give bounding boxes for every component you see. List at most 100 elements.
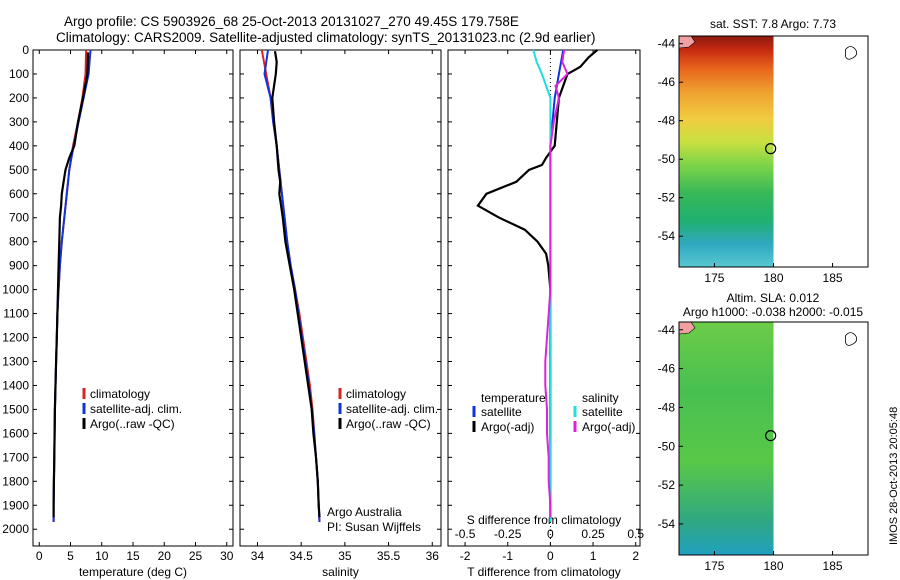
x-tick-label: -2 — [460, 549, 471, 563]
y-tick-label: 1500 — [2, 402, 29, 416]
x-axis-label: temperature (deg C) — [79, 565, 187, 579]
series-line-3 — [544, 49, 569, 518]
x2-tick-label: 0 — [547, 527, 554, 541]
y-tick-label: 1000 — [2, 283, 29, 297]
y-tick-label: -46 — [658, 75, 676, 89]
x-tick-label: 10 — [95, 549, 109, 563]
island-outline — [845, 332, 858, 346]
x-tick-label: 34 — [251, 549, 265, 563]
y-tick-label: 1900 — [2, 498, 29, 512]
series-line-2 — [52, 52, 90, 518]
x-tick-label: 25 — [189, 549, 203, 563]
y-tick-label: 300 — [9, 115, 29, 129]
sla-map-panel: 175 180 185 -44 -46 -48 -50 -52 -54 Altim. SLA: 0… — [658, 291, 869, 573]
legend-label: satellite-adj. clim. — [90, 402, 182, 416]
legend-label: climatology — [346, 387, 406, 401]
y-tick-label: 100 — [9, 67, 29, 81]
annotation-text: PI: Susan Wijffels — [327, 520, 421, 534]
y-tick-label: 1200 — [2, 331, 29, 345]
x-tick-label: 20 — [158, 549, 172, 563]
temperature-panel: 0100200300400500600700800900100011001200… — [2, 43, 233, 579]
x2-axis-label: S difference from climatology — [467, 513, 622, 527]
y-tick-label: 1800 — [2, 474, 29, 488]
x-tick-label: 34.5 — [289, 549, 313, 563]
y-tick-label: 900 — [9, 259, 29, 273]
x2-tick-label: 0.25 — [581, 527, 605, 541]
float-marker — [765, 429, 777, 442]
sla-map-subtitle: Argo h1000: -0.038 h2000: -0.015 — [683, 305, 863, 319]
x-tick-label: 35 — [338, 549, 352, 563]
y-tick-label: -44 — [658, 37, 676, 51]
x-tick-label: 185 — [823, 271, 843, 285]
x-tick-label: 2 — [632, 549, 639, 563]
y-tick-label: -52 — [658, 191, 676, 205]
y-tick-label: 800 — [9, 235, 29, 249]
y-tick-label: 700 — [9, 211, 29, 225]
x-tick-label: 35.5 — [377, 549, 401, 563]
y-tick-label: -48 — [658, 114, 676, 128]
imos-timestamp: IMOS 28-Oct-2013 20:05:48 — [888, 406, 900, 545]
y-tick-label: 600 — [9, 187, 29, 201]
plot-frame — [447, 49, 641, 547]
y-tick-label: -52 — [658, 478, 676, 492]
y-tick-label: 1100 — [3, 307, 29, 321]
x-axis-label: T difference from climatology — [467, 565, 621, 579]
x2-tick-label: 0.5 — [627, 527, 644, 541]
plot-frame — [32, 49, 234, 547]
x-tick-label: 1 — [590, 549, 597, 563]
legend-label: satellite — [582, 405, 623, 419]
legend-label: climatology — [90, 387, 150, 401]
legend-label: satellite-adj. clim. — [346, 402, 438, 416]
salinity-panel: 34 34.5 35 35.5 36 salinity climatologysatelli… — [239, 49, 442, 579]
y-tick-label: -44 — [658, 323, 676, 337]
y-tick-label: -48 — [658, 400, 676, 414]
legend-label: satellite — [481, 405, 522, 419]
y-tick-label: 0 — [22, 43, 29, 57]
x-tick-label: 0 — [36, 549, 43, 563]
y-tick-label: 1700 — [2, 450, 29, 464]
x-tick-label: 175 — [704, 271, 724, 285]
island-outline — [845, 46, 858, 60]
x-tick-label: 30 — [220, 549, 234, 563]
sst-map-title: sat. SST: 7.8 Argo: 7.73 — [710, 17, 836, 31]
data-field — [679, 36, 774, 267]
annotation-text: Argo Australia — [327, 505, 402, 519]
y-tick-label: 2000 — [2, 522, 29, 536]
x-tick-label: 180 — [763, 559, 783, 573]
sst-map-panel: 175 180 185 -44 -46 -48 -50 -52 -54 sat. SST: 7.8… — [658, 17, 869, 285]
y-tick-label: 1600 — [2, 426, 29, 440]
legend-heading-temperature: temperature — [481, 391, 546, 405]
y-tick-label: 1300 — [2, 354, 29, 368]
x-axis-label: salinity — [322, 565, 359, 579]
difference-panel: -2 -1 0 1 2 -0.5 -0.25 0 0.25 0.5 S difference fro… — [447, 49, 644, 579]
x-tick-label: -1 — [502, 549, 513, 563]
legend-label: Argo(..raw -QC) — [346, 417, 431, 431]
float-marker — [765, 143, 777, 155]
header-line2: Climatology: CARS2009. Satellite-adjuste… — [56, 30, 596, 45]
header-line1: Argo profile: CS 5903926_68 25-Oct-2013 … — [64, 14, 519, 29]
plot-frame — [239, 49, 442, 547]
y-tick-label: 500 — [9, 163, 29, 177]
legend-label: Argo(-adj) — [481, 420, 534, 434]
x-tick-label: 0 — [547, 549, 554, 563]
y-tick-label: -54 — [658, 229, 676, 243]
x-tick-label: 180 — [763, 271, 783, 285]
sla-map-title: Altim. SLA: 0.012 — [727, 291, 820, 305]
y-tick-label: -54 — [658, 517, 676, 531]
y-tick-label: 400 — [9, 139, 29, 153]
y-tick-label: -50 — [658, 439, 676, 453]
y-tick-label: -46 — [658, 362, 676, 376]
x-tick-label: 185 — [823, 559, 843, 573]
legend-heading-salinity: salinity — [582, 391, 619, 405]
y-tick-label: 200 — [9, 91, 29, 105]
x-tick-label: 15 — [126, 549, 140, 563]
x-tick-label: 5 — [67, 549, 74, 563]
x-tick-label: 175 — [704, 559, 724, 573]
y-tick-label: -50 — [658, 152, 676, 166]
legend-label: Argo(..raw -QC) — [90, 417, 175, 431]
legend-label: Argo(-adj) — [582, 420, 635, 434]
y-tick-label: 1400 — [2, 378, 29, 392]
data-field — [679, 322, 774, 555]
x2-tick-label: -0.25 — [494, 527, 522, 541]
